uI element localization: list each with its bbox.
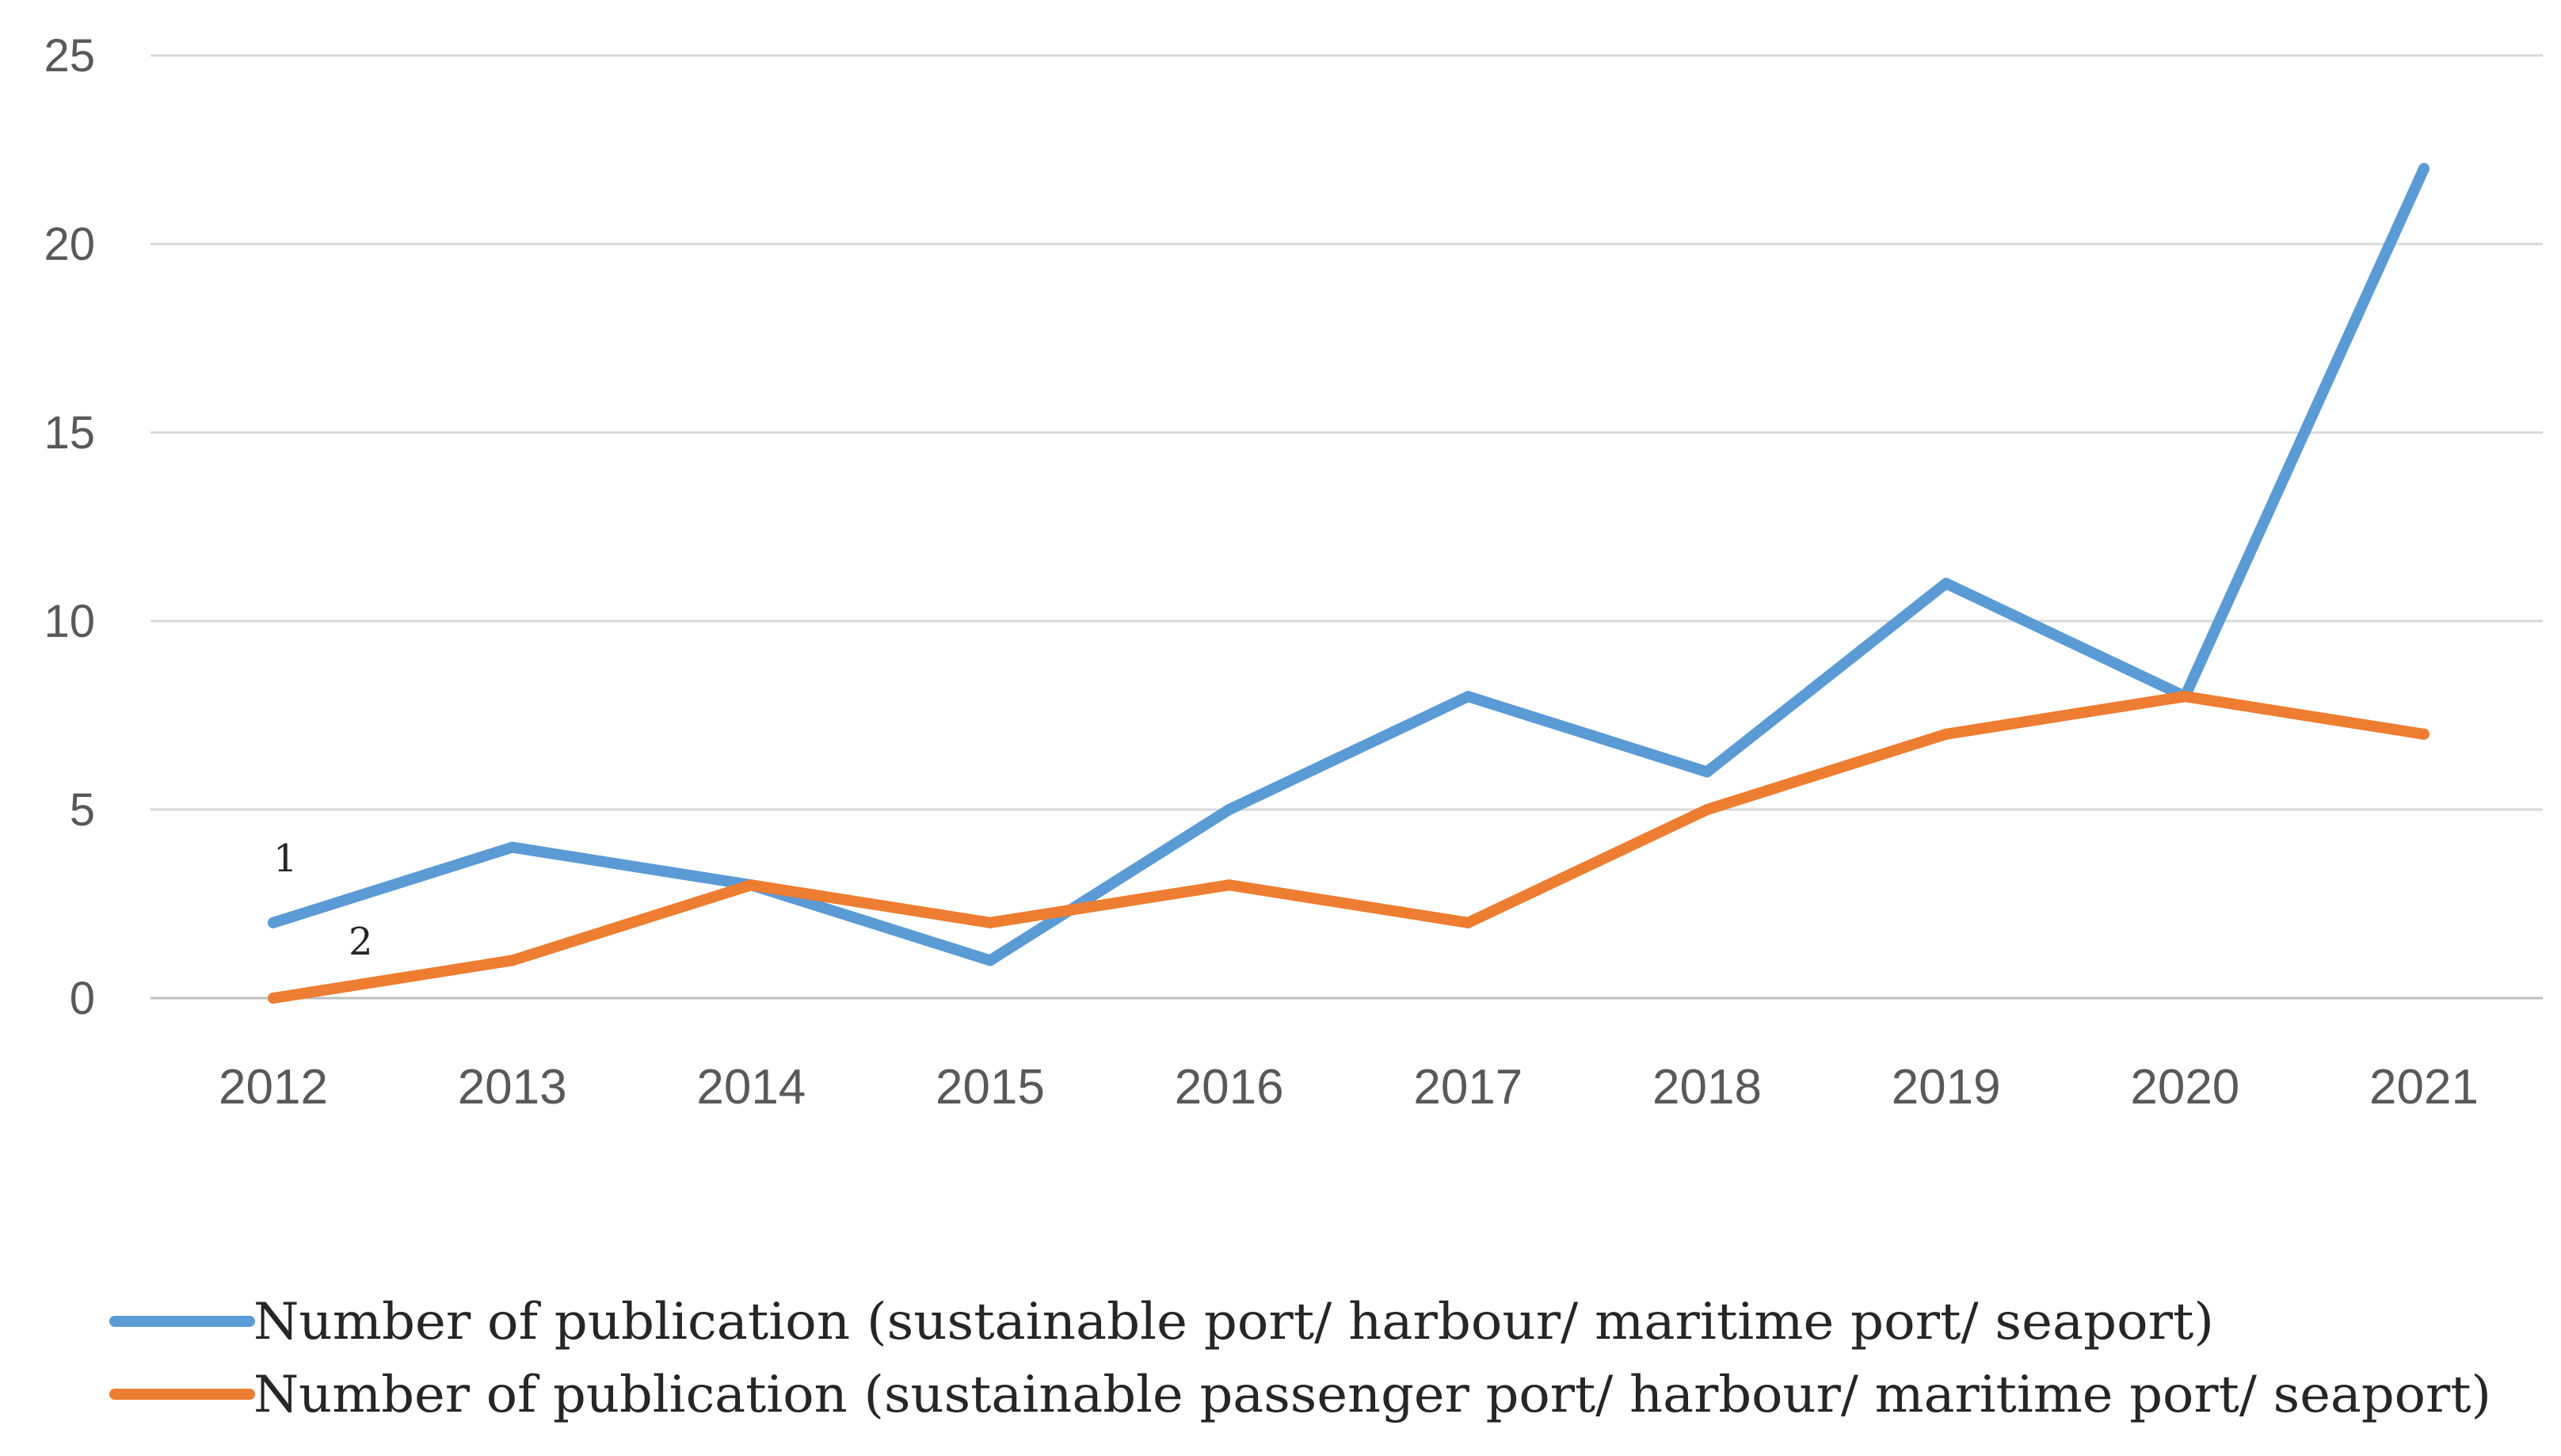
y-tick-label: 25 bbox=[44, 30, 95, 82]
x-tick-label: 2012 bbox=[219, 1060, 328, 1115]
series-annotations: 12 bbox=[273, 837, 373, 964]
y-tick-label: 5 bbox=[70, 784, 95, 836]
series-1-point-2019 bbox=[1940, 577, 1952, 589]
series-1-point-2018 bbox=[1702, 766, 1713, 778]
series-2-point-2014 bbox=[745, 879, 757, 891]
gridlines bbox=[151, 54, 2543, 1000]
x-tick-label: 2016 bbox=[1175, 1060, 1284, 1115]
y-tick-label: 20 bbox=[44, 219, 95, 270]
x-tick-label: 2017 bbox=[1413, 1060, 1522, 1115]
series-1-point-2016 bbox=[1223, 804, 1235, 815]
series-1-point-2017 bbox=[1462, 691, 1474, 703]
series-2-point-2013 bbox=[506, 955, 518, 966]
y-tick-label: 0 bbox=[70, 973, 95, 1024]
x-tick-label: 2013 bbox=[458, 1060, 567, 1115]
x-tick-label: 2020 bbox=[2130, 1060, 2239, 1115]
y-axis-tick-labels: 0 5 10 15 20 25 bbox=[44, 30, 95, 1024]
series-1-annotation: 1 bbox=[273, 837, 298, 881]
series-2-line bbox=[268, 691, 2430, 1004]
legend-label: Number of publication (sustainable port/… bbox=[253, 1293, 2214, 1351]
legend: Number of publication (sustainable port/… bbox=[109, 1293, 2491, 1424]
legend-item-2: Number of publication (sustainable passe… bbox=[109, 1366, 2491, 1424]
x-tick-label: 2021 bbox=[2369, 1060, 2479, 1115]
legend-label: Number of publication (sustainable passe… bbox=[253, 1366, 2491, 1424]
x-tick-label: 2018 bbox=[1652, 1060, 1762, 1115]
x-axis-tick-labels: 2012 2013 2014 2015 2016 2017 2018 2019 2020 2021 bbox=[219, 1060, 2479, 1115]
series-1 bbox=[268, 162, 2430, 966]
series-1-point-2013 bbox=[506, 841, 518, 853]
series-2 bbox=[268, 691, 2430, 1004]
legend-item-1: Number of publication (sustainable port/… bbox=[109, 1293, 2214, 1351]
x-tick-label: 2019 bbox=[1892, 1060, 2001, 1115]
series-2-point-2015 bbox=[985, 917, 996, 928]
series-1-point-2012 bbox=[268, 917, 279, 928]
series-2-point-2012 bbox=[268, 993, 279, 1004]
series-lines bbox=[268, 162, 2430, 1004]
series-2-point-2017 bbox=[1462, 917, 1474, 928]
series-2-point-2016 bbox=[1223, 879, 1235, 891]
x-tick-label: 2014 bbox=[696, 1060, 806, 1115]
series-1-line bbox=[268, 162, 2430, 966]
series-2-annotation: 2 bbox=[349, 920, 373, 964]
x-tick-label: 2015 bbox=[936, 1060, 1045, 1115]
series-1-point-2021 bbox=[2418, 162, 2430, 174]
series-2-point-2020 bbox=[2179, 691, 2191, 703]
y-tick-label: 10 bbox=[44, 596, 95, 647]
series-1-point-2015 bbox=[985, 955, 996, 966]
series-2-point-2019 bbox=[1940, 728, 1952, 740]
series-2-point-2018 bbox=[1702, 804, 1713, 815]
series-2-point-2021 bbox=[2418, 728, 2430, 740]
y-tick-label: 15 bbox=[44, 407, 95, 459]
